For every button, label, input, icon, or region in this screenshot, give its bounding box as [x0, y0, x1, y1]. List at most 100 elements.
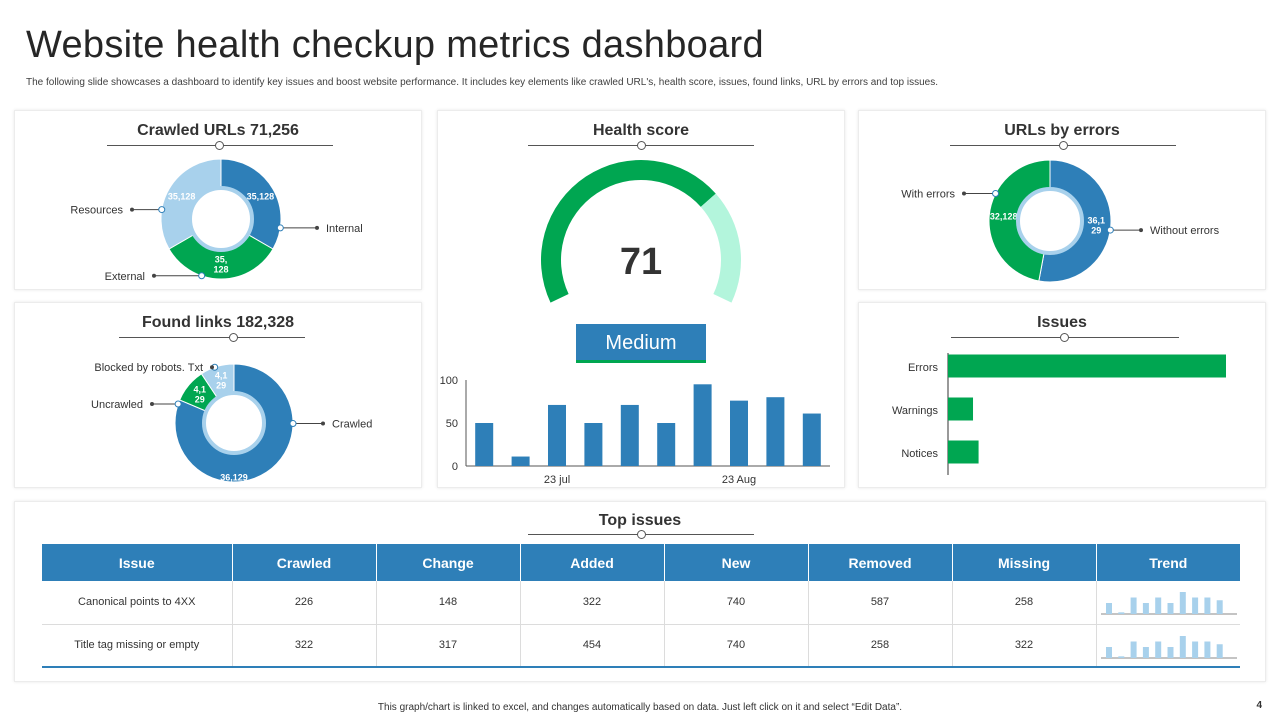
callout-label: External	[105, 271, 145, 283]
table-cell: 148	[375, 581, 520, 625]
sparkline-bar	[1167, 646, 1173, 658]
table-cell: Title tag missing or empty	[42, 624, 232, 668]
bar	[475, 423, 494, 466]
callout-label: Internal	[326, 223, 363, 235]
found-links-title: Found links 182,328	[141, 314, 295, 331]
bar	[657, 423, 676, 466]
issues-bar-chart[interactable]: Errors Warnings Notices	[859, 303, 1267, 489]
bar	[730, 400, 748, 466]
y-tick-label: 0	[452, 461, 458, 473]
trend-sparkline	[1100, 592, 1237, 615]
category-label: Errors	[908, 362, 938, 374]
column-header[interactable]: Removed	[807, 544, 952, 581]
sparkline-bar	[1216, 643, 1223, 658]
sparkline-bar	[1179, 592, 1186, 614]
bar	[548, 404, 566, 466]
table-row[interactable]: Canonical points to 4XX 226 148 322 740 …	[42, 581, 1240, 625]
x-tick-label: 23 Aug	[722, 474, 756, 486]
sparkline-bar	[1105, 603, 1112, 614]
table-cell: 454	[519, 624, 664, 668]
title-rule	[119, 337, 305, 338]
table-cell: 226	[231, 581, 376, 625]
health-score-title: Health score	[592, 122, 690, 139]
callout-dot	[1139, 228, 1143, 233]
category-label: Warnings	[892, 405, 939, 417]
title-knob	[637, 141, 646, 150]
sparkline-bar	[1216, 600, 1223, 614]
donut-hole	[1016, 187, 1084, 255]
sparkline-bar	[1154, 597, 1161, 614]
y-tick-label: 50	[446, 418, 458, 430]
footnote: This graph/chart is linked to excel, and…	[377, 702, 903, 713]
bar	[620, 404, 639, 466]
callout-marker	[276, 224, 284, 232]
callout-label: Without errors	[1150, 225, 1220, 237]
page-subtitle: The following slide showcases a dashboar…	[26, 77, 938, 88]
gauge-score-arc	[541, 160, 716, 303]
trend-cell	[1095, 581, 1240, 625]
column-header[interactable]: Trend	[1095, 544, 1240, 581]
trend-cell	[1095, 624, 1240, 668]
column-header[interactable]: Issue	[42, 544, 232, 581]
slice-data-label: 4,1 29	[215, 370, 228, 390]
callout-marker	[158, 206, 166, 214]
slice-data-label: 32,128	[990, 212, 1018, 222]
title-knob	[1060, 333, 1069, 342]
health-score-value: 71	[620, 241, 662, 283]
callout-label: With errors	[901, 189, 955, 201]
bar	[948, 440, 979, 464]
callout-dot	[962, 191, 966, 196]
callout-dot	[321, 421, 325, 426]
table-cell: Canonical points to 4XX	[42, 581, 232, 625]
callout-dot	[152, 273, 156, 278]
crawled-urls-panel: Crawled URLs 71,256 35,128 Internal 35, 128…	[14, 110, 422, 290]
sparkline-bar	[1117, 655, 1124, 658]
callout-marker	[992, 190, 1000, 198]
urls-by-errors-donut-chart[interactable]: 36,1 29 Without errors 32,128 With errors	[859, 111, 1267, 291]
page-number: 4	[1256, 700, 1262, 711]
table-cell: 322	[951, 624, 1096, 668]
top-issues-title: Top issues	[598, 512, 682, 529]
health-status-badge: Medium	[576, 324, 706, 363]
crawled-urls-title: Crawled URLs 71,256	[137, 122, 299, 139]
bar	[693, 384, 712, 466]
callout-dot	[315, 225, 319, 230]
crawled-urls-donut-chart[interactable]: 35,128 Internal 35, 128 External 35,128 Resour…	[15, 111, 423, 291]
found-links-donut-chart[interactable]: 36,129 Crawled 4,1 29 Uncrawled 4,1 29 Blocked …	[15, 303, 423, 489]
callout-marker	[289, 420, 297, 428]
health-score-chart[interactable]: 71 100 50 0 23 jul 23 Aug	[438, 111, 846, 489]
table-row[interactable]: Title tag missing or empty 322 317 454 7…	[42, 624, 1240, 668]
column-header[interactable]: New	[663, 544, 808, 581]
sparkline-bar	[1191, 597, 1198, 614]
callout-dot	[150, 402, 154, 407]
slice-data-label: 36,129	[220, 473, 248, 483]
table-cell: 587	[807, 581, 952, 625]
bar	[948, 354, 1226, 378]
table-cell: 322	[519, 581, 664, 625]
sparkline-bar	[1105, 646, 1112, 658]
bar	[584, 423, 603, 466]
health-score-panel: Health score 71 100 50 0 23 jul 23 Aug Medium	[437, 110, 845, 488]
callout-label: Blocked by robots. Txt	[94, 362, 203, 374]
issues-panel: Issues Errors Warnings Notices	[858, 302, 1266, 488]
issues-title: Issues	[1037, 314, 1087, 331]
callout-dot	[130, 207, 134, 212]
sparkline-bar	[1191, 641, 1198, 658]
column-header[interactable]: Missing	[951, 544, 1096, 581]
column-header[interactable]: Added	[519, 544, 664, 581]
slice-data-label: 35,128	[168, 191, 196, 201]
sparkline-bar	[1203, 641, 1210, 658]
column-header[interactable]: Crawled	[231, 544, 376, 581]
bar	[511, 456, 530, 466]
sparkline-bar	[1203, 597, 1210, 614]
table-cell: 740	[663, 624, 808, 668]
top-issues-panel: Top issues Issue Crawled Change Added Ne…	[14, 501, 1266, 682]
callout-marker	[1106, 226, 1114, 234]
column-header[interactable]: Change	[375, 544, 520, 581]
donut-hole	[202, 391, 266, 455]
slice-data-label: 35,128	[247, 191, 275, 201]
bar	[802, 413, 821, 466]
top-issues-table: Issue Crawled Change Added New Removed M…	[42, 544, 1240, 668]
sparkline-bar	[1130, 597, 1137, 614]
table-cell: 740	[663, 581, 808, 625]
